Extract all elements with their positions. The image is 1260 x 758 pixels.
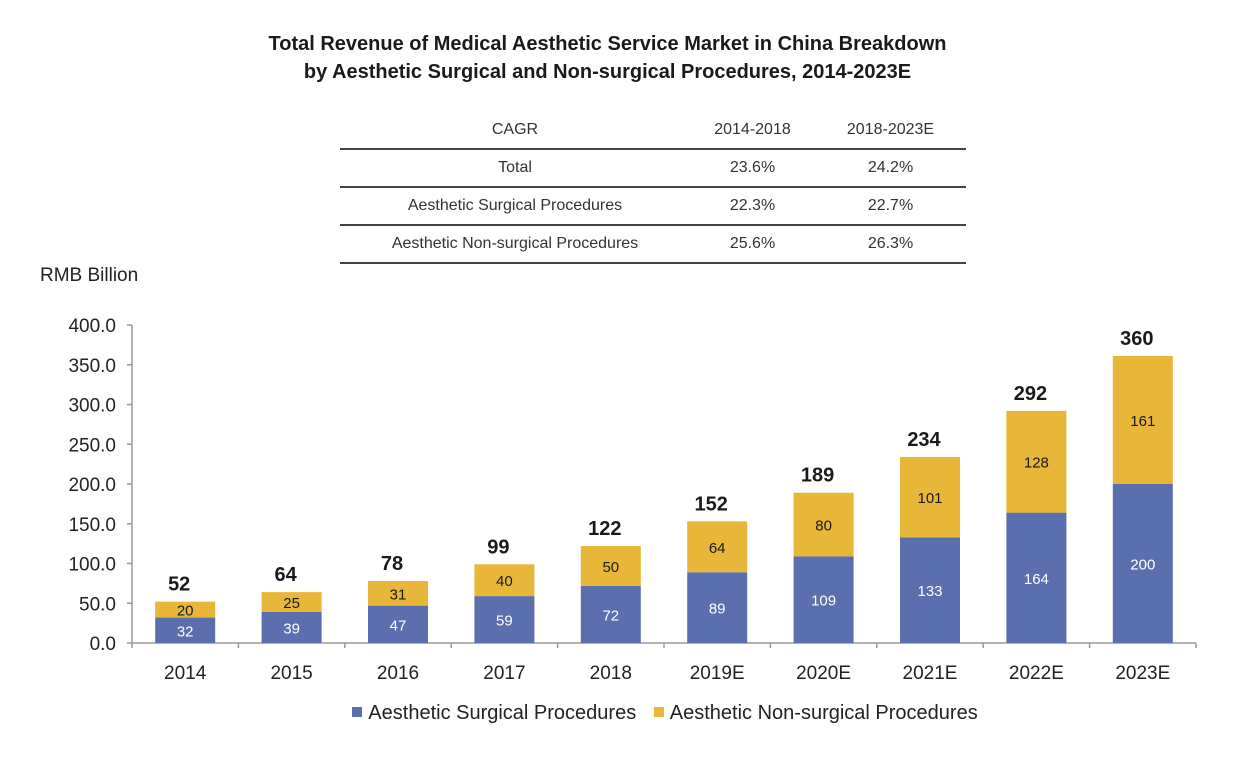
y-tick-label: 250.0 (68, 435, 116, 456)
data-label-total: 99 (487, 536, 509, 558)
data-label-surgical: 164 (1024, 571, 1049, 588)
stacked-bar-chart: RMB Billion 0.0 50.0 100.0 150.0 200.0 250.0 30… (40, 265, 1197, 684)
cagr-header-period-1: 2014-2018 (714, 121, 791, 138)
x-tick-label: 2017 (483, 663, 525, 684)
bar-non-surgical (1112, 356, 1173, 484)
data-label-total: 52 (168, 574, 190, 596)
bar-non-surgical (155, 601, 216, 618)
cagr-row-value: 22.3% (729, 197, 776, 214)
legend-label-non-surgical: Aesthetic Non-surgical Procedures (669, 702, 978, 724)
cagr-header-period-2: 2018-2023E (846, 121, 935, 138)
chart-title: Total Revenue of Medical Aesthetic Servi… (0, 30, 1215, 86)
x-tick-label: 2023E (1115, 663, 1170, 684)
data-label-total: 189 (801, 465, 834, 487)
y-tick-label: 300.0 (68, 396, 116, 417)
bar-non-surgical (793, 492, 854, 557)
data-label-surgical: 89 (709, 601, 726, 618)
data-label-surgical: 39 (283, 620, 300, 637)
data-label-surgical: 47 (390, 617, 407, 634)
y-tick-label: 50.0 (79, 594, 116, 615)
bar-surgical (155, 617, 216, 643)
bar-surgical (368, 605, 428, 643)
bar-surgical (687, 572, 748, 643)
cagr-table-row: Aesthetic Non-surgical Procedures 25.6% … (340, 225, 966, 263)
data-label-non-surgical: 31 (390, 586, 407, 603)
bar-surgical (261, 611, 322, 643)
data-label-surgical: 72 (602, 607, 619, 624)
data-label-total: 292 (1014, 383, 1047, 405)
data-label-surgical: 133 (917, 583, 942, 600)
legend-swatch-surgical (352, 706, 363, 717)
data-label-non-surgical: 50 (602, 559, 619, 576)
data-label-non-surgical: 128 (1024, 455, 1049, 472)
bar-non-surgical (687, 521, 748, 573)
chart-legend: Aesthetic Surgical Procedures Aesthetic … (0, 702, 1260, 725)
x-tick-label: 2015 (270, 663, 312, 684)
bar-surgical (1006, 512, 1067, 643)
legend-item-non-surgical: Aesthetic Non-surgical Procedures (653, 702, 978, 725)
chart-title-line-2: by Aesthetic Surgical and Non-surgical P… (303, 61, 912, 83)
legend-swatch-non-surgical (653, 706, 664, 717)
bar-surgical (900, 537, 960, 643)
data-label-non-surgical: 25 (283, 595, 300, 612)
bar-surgical (474, 596, 535, 643)
data-label-total: 78 (381, 553, 403, 575)
cagr-table-header-row: CAGR 2014-2018 2018-2023E (340, 112, 966, 149)
bar-surgical (580, 585, 641, 643)
cagr-row-label: Aesthetic Non-surgical Procedures (391, 235, 639, 252)
cagr-row-value: 26.3% (867, 235, 914, 252)
data-label-non-surgical: 80 (815, 518, 832, 535)
data-label-non-surgical: 64 (709, 540, 726, 557)
data-label-non-surgical: 20 (177, 603, 194, 620)
x-tick-label: 2018 (590, 663, 632, 684)
y-tick-label: 100.0 (68, 555, 116, 576)
x-tick-label: 2016 (377, 663, 419, 684)
data-label-total: 152 (695, 493, 728, 515)
data-label-surgical: 109 (811, 593, 836, 610)
data-label-surgical: 59 (496, 613, 513, 630)
data-label-total: 64 (274, 564, 297, 586)
bar-surgical (793, 556, 854, 643)
data-label-non-surgical: 40 (496, 573, 513, 590)
bar-non-surgical (1006, 410, 1067, 513)
y-tick-label: 350.0 (68, 356, 116, 377)
x-tick-label: 2022E (1009, 663, 1064, 684)
cagr-row-value: 25.6% (729, 235, 776, 252)
cagr-row-value: 22.7% (867, 197, 914, 214)
chart-title-line-1: Total Revenue of Medical Aesthetic Servi… (268, 33, 947, 55)
bar-non-surgical (474, 564, 535, 597)
data-label-total: 122 (588, 518, 621, 540)
x-tick-label: 2019E (690, 663, 745, 684)
data-label-total: 234 (907, 429, 941, 451)
data-label-non-surgical: 161 (1130, 413, 1155, 430)
legend-label-surgical: Aesthetic Surgical Procedures (368, 702, 637, 724)
y-tick-label: 200.0 (68, 475, 116, 496)
legend-item-surgical: Aesthetic Surgical Procedures (352, 702, 636, 725)
y-axis-label: RMB Billion (40, 265, 138, 286)
cagr-row-value: 24.2% (867, 159, 914, 176)
bar-non-surgical (580, 546, 641, 586)
y-tick-label: 150.0 (68, 515, 116, 536)
bar-non-surgical (900, 456, 960, 538)
cagr-row-label: Total (498, 159, 532, 176)
data-label-surgical: 200 (1130, 557, 1155, 574)
cagr-table-row: Aesthetic Surgical Procedures 22.3% 22.7… (340, 187, 966, 225)
y-tick-label: 0.0 (90, 634, 116, 655)
x-tick-label: 2021E (903, 663, 958, 684)
data-label-total: 360 (1120, 328, 1153, 350)
data-label-surgical: 32 (177, 623, 194, 640)
bar-non-surgical (261, 592, 322, 612)
cagr-row-label: Aesthetic Surgical Procedures (407, 197, 623, 214)
cagr-table: CAGR 2014-2018 2018-2023E Total 23.6% 24… (340, 112, 966, 264)
cagr-table-row: Total 23.6% 24.2% (340, 149, 966, 187)
x-tick-label: 2014 (164, 663, 207, 684)
cagr-row-value: 23.6% (729, 159, 776, 176)
bar-surgical (1112, 484, 1173, 643)
cagr-header-label: CAGR (491, 121, 539, 138)
data-label-non-surgical: 101 (917, 490, 942, 507)
x-tick-label: 2020E (796, 663, 851, 684)
bar-non-surgical (368, 580, 428, 606)
y-tick-label: 400.0 (68, 316, 116, 337)
